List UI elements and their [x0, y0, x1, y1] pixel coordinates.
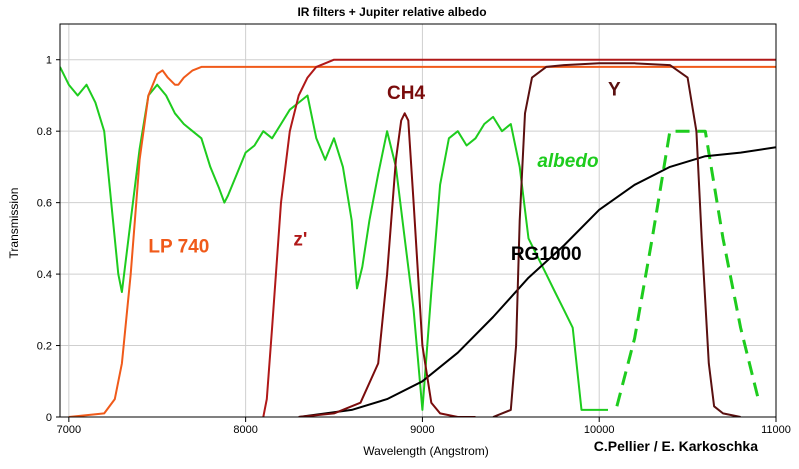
y-tick-label: 0.2: [37, 341, 52, 353]
x-tick-label: 10000: [584, 424, 615, 436]
plot-area: 7000 8000 9000 10000 11000 0 0.2 0.4 0.6 0.8 1 LP 7…: [37, 23, 791, 436]
series-line-ch4: [298, 112, 476, 417]
plot-frame: [59, 23, 777, 418]
x-tick-label: 9000: [410, 424, 434, 436]
series-label: albedo: [537, 151, 598, 172]
chart-title: IR filters + Jupiter relative albedo: [297, 5, 486, 19]
series-label: z': [293, 230, 307, 251]
series-line-lp-740: [68, 65, 776, 417]
series-line-rg1000: [298, 146, 776, 417]
y-tick-label: 1: [46, 55, 52, 67]
x-tick-label: 7000: [57, 424, 81, 436]
series-line-z: [262, 58, 776, 417]
y-tick-label: 0.6: [37, 198, 52, 210]
y-tick-label: 0: [46, 412, 52, 424]
series-label: Y: [608, 79, 621, 100]
series-line-albedo-dashed: [615, 129, 760, 407]
series-line-y: [492, 62, 741, 417]
series-label: RG1000: [511, 244, 582, 265]
chart-credit: C.Pellier / E. Karkoschka: [594, 438, 758, 454]
series-label: CH4: [387, 83, 425, 104]
x-tick-label: 11000: [761, 424, 791, 436]
y-tick-label: 0.4: [37, 269, 52, 281]
series-label: LP 740: [148, 237, 209, 258]
x-tick-label: 8000: [233, 424, 257, 436]
y-axis-label: Transmission: [7, 188, 21, 259]
x-axis-label: Wavelength (Angstrom): [363, 444, 489, 458]
y-tick-label: 0.8: [37, 126, 52, 138]
